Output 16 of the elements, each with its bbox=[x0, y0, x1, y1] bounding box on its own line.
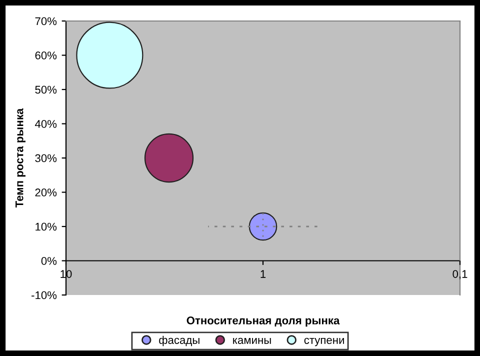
y-tick-label: 10% bbox=[36, 222, 57, 231]
y-tick-label: 0% bbox=[41, 257, 57, 265]
y-tick-label: 40% bbox=[34, 120, 57, 128]
x-axis-title: Относительная доля рынка bbox=[186, 316, 340, 327]
y-tick-label: -10% bbox=[32, 291, 57, 300]
y-axis-title: Темп роста рынка bbox=[16, 108, 26, 208]
y-tick-label: 30% bbox=[35, 154, 57, 162]
legend-label: фасады bbox=[159, 336, 200, 346]
y-tick-label: 50% bbox=[35, 86, 57, 94]
x-tick-label: 1 bbox=[260, 270, 266, 278]
y-tick-label: 60% bbox=[35, 52, 57, 60]
legend-label: камины bbox=[233, 338, 271, 344]
x-tick-label: 0,1 bbox=[452, 270, 468, 280]
legend-label: ступени bbox=[304, 338, 344, 346]
y-tick-label: 70% bbox=[35, 17, 57, 26]
y-tick-label: 20% bbox=[35, 188, 57, 196]
